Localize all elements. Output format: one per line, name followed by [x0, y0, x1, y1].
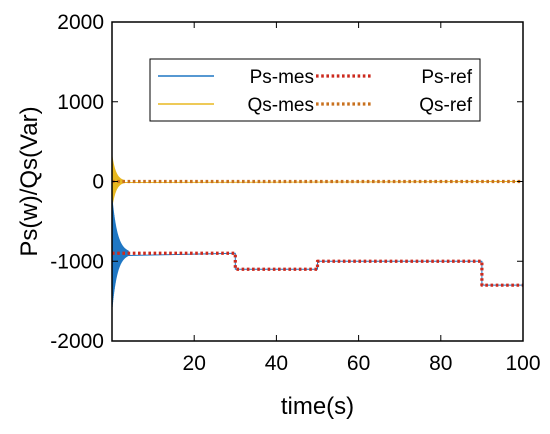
x-tick-label: 60 — [347, 352, 370, 375]
x-tick-label: 100 — [505, 352, 540, 375]
y-tick-label: 0 — [92, 171, 104, 194]
legend-label-qs-ref: Qs-ref — [419, 95, 473, 116]
x-axis-title: time(s) — [281, 393, 354, 420]
series-line-ps-ref — [112, 251, 523, 287]
legend: Ps-mes Ps-ref Qs-mes Qs-ref — [149, 58, 481, 122]
y-tick-label: 2000 — [57, 11, 104, 34]
y-tick-label: 1000 — [57, 91, 104, 114]
y-tick-label: -1000 — [50, 250, 104, 273]
plot-area — [111, 156, 524, 310]
x-tick-label: 40 — [265, 352, 288, 375]
series-line-ps-mes — [111, 198, 523, 310]
y-axis-title: Ps(w)/Qs(Var) — [16, 106, 43, 256]
legend-box — [149, 58, 481, 122]
y-tick-label: -2000 — [50, 330, 104, 353]
x-tick-label: 20 — [183, 352, 206, 375]
legend-label-ps-mes: Ps-mes — [250, 67, 314, 88]
x-tick-label: 80 — [429, 352, 452, 375]
legend-label-ps-ref: Ps-ref — [421, 67, 472, 88]
legend-label-qs-mes: Qs-mes — [248, 95, 315, 116]
axis-ticks: 20 40 60 80 100 2000 1000 0 -1000 -2000 — [50, 11, 540, 375]
